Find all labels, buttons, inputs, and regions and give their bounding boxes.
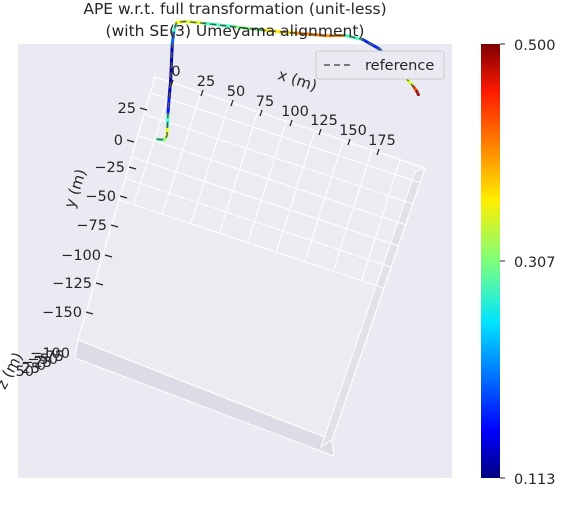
- colorbar-tick-mid: 0.307: [514, 255, 556, 271]
- y-tick-label: −25: [94, 160, 125, 176]
- grid-line-x: [133, 77, 219, 205]
- z-tick-label: −50: [27, 352, 58, 368]
- x-tick-label: 25: [197, 74, 215, 90]
- y-tick-label: −75: [76, 218, 107, 234]
- y-tick-mark: [119, 195, 128, 199]
- error-colored-segment: [202, 21, 236, 29]
- y-tick-mark: [104, 254, 113, 258]
- y-tick-mark: [110, 224, 119, 228]
- x-tick-mark: [170, 79, 174, 87]
- colorbar-tick-max: 0.500: [514, 38, 556, 54]
- legend: reference: [315, 50, 445, 80]
- x-tick-mark: [230, 99, 234, 107]
- legend-box: [315, 50, 445, 80]
- chart-subtitle: (with SE(3) Umeyama alignment): [106, 22, 365, 40]
- z-tick-label: −75: [33, 349, 64, 365]
- z-tick-label: 25: [22, 361, 40, 377]
- y-tick-label: 0: [114, 133, 123, 149]
- z-tick-label: −100: [30, 346, 70, 362]
- colorbar-gradient: [481, 44, 500, 478]
- y-tick-label: −100: [61, 248, 101, 264]
- x-tick-label: 150: [339, 123, 367, 139]
- y-tick-label: −125: [52, 276, 92, 292]
- x-tick-mark: [289, 119, 293, 127]
- x-tick-label: 125: [310, 113, 338, 129]
- y-tick-labels: 25 0 −25 −50 −75 −100 −125 −150: [42, 101, 148, 321]
- y-tick-mark: [126, 139, 135, 143]
- z-tick-label: 50: [16, 364, 34, 380]
- x-tick-label: 100: [281, 104, 309, 120]
- chart-title: APE w.r.t. full transformation (unit-les…: [83, 0, 386, 18]
- x-tick-label: 75: [256, 94, 274, 110]
- z-tick-label: −25: [21, 355, 52, 371]
- y-tick-mark: [85, 311, 94, 315]
- y-tick-label: 25: [118, 101, 136, 117]
- error-colored-segment: [232, 25, 267, 32]
- colorbar: 0.500 0.307 0.113: [481, 38, 556, 488]
- x-tick-mark: [376, 148, 380, 156]
- x-tick-label: 50: [227, 84, 245, 100]
- colorbar-tick-min: 0.113: [514, 472, 556, 488]
- x-tick-label: 175: [368, 133, 396, 149]
- z-tick-label: 0: [37, 358, 46, 374]
- y-tick-mark: [95, 282, 104, 286]
- y-tick-label: −50: [85, 189, 116, 205]
- x-tick-label: 0: [171, 64, 180, 80]
- x-tick-mark: [318, 128, 322, 136]
- x-tick-mark: [259, 109, 263, 117]
- x-tick-mark: [200, 89, 204, 97]
- legend-entry-reference: reference: [365, 58, 434, 74]
- y-tick-mark: [139, 107, 148, 111]
- y-tick-mark: [128, 166, 137, 170]
- x-tick-mark: [347, 138, 351, 146]
- y-tick-label: −150: [42, 305, 82, 321]
